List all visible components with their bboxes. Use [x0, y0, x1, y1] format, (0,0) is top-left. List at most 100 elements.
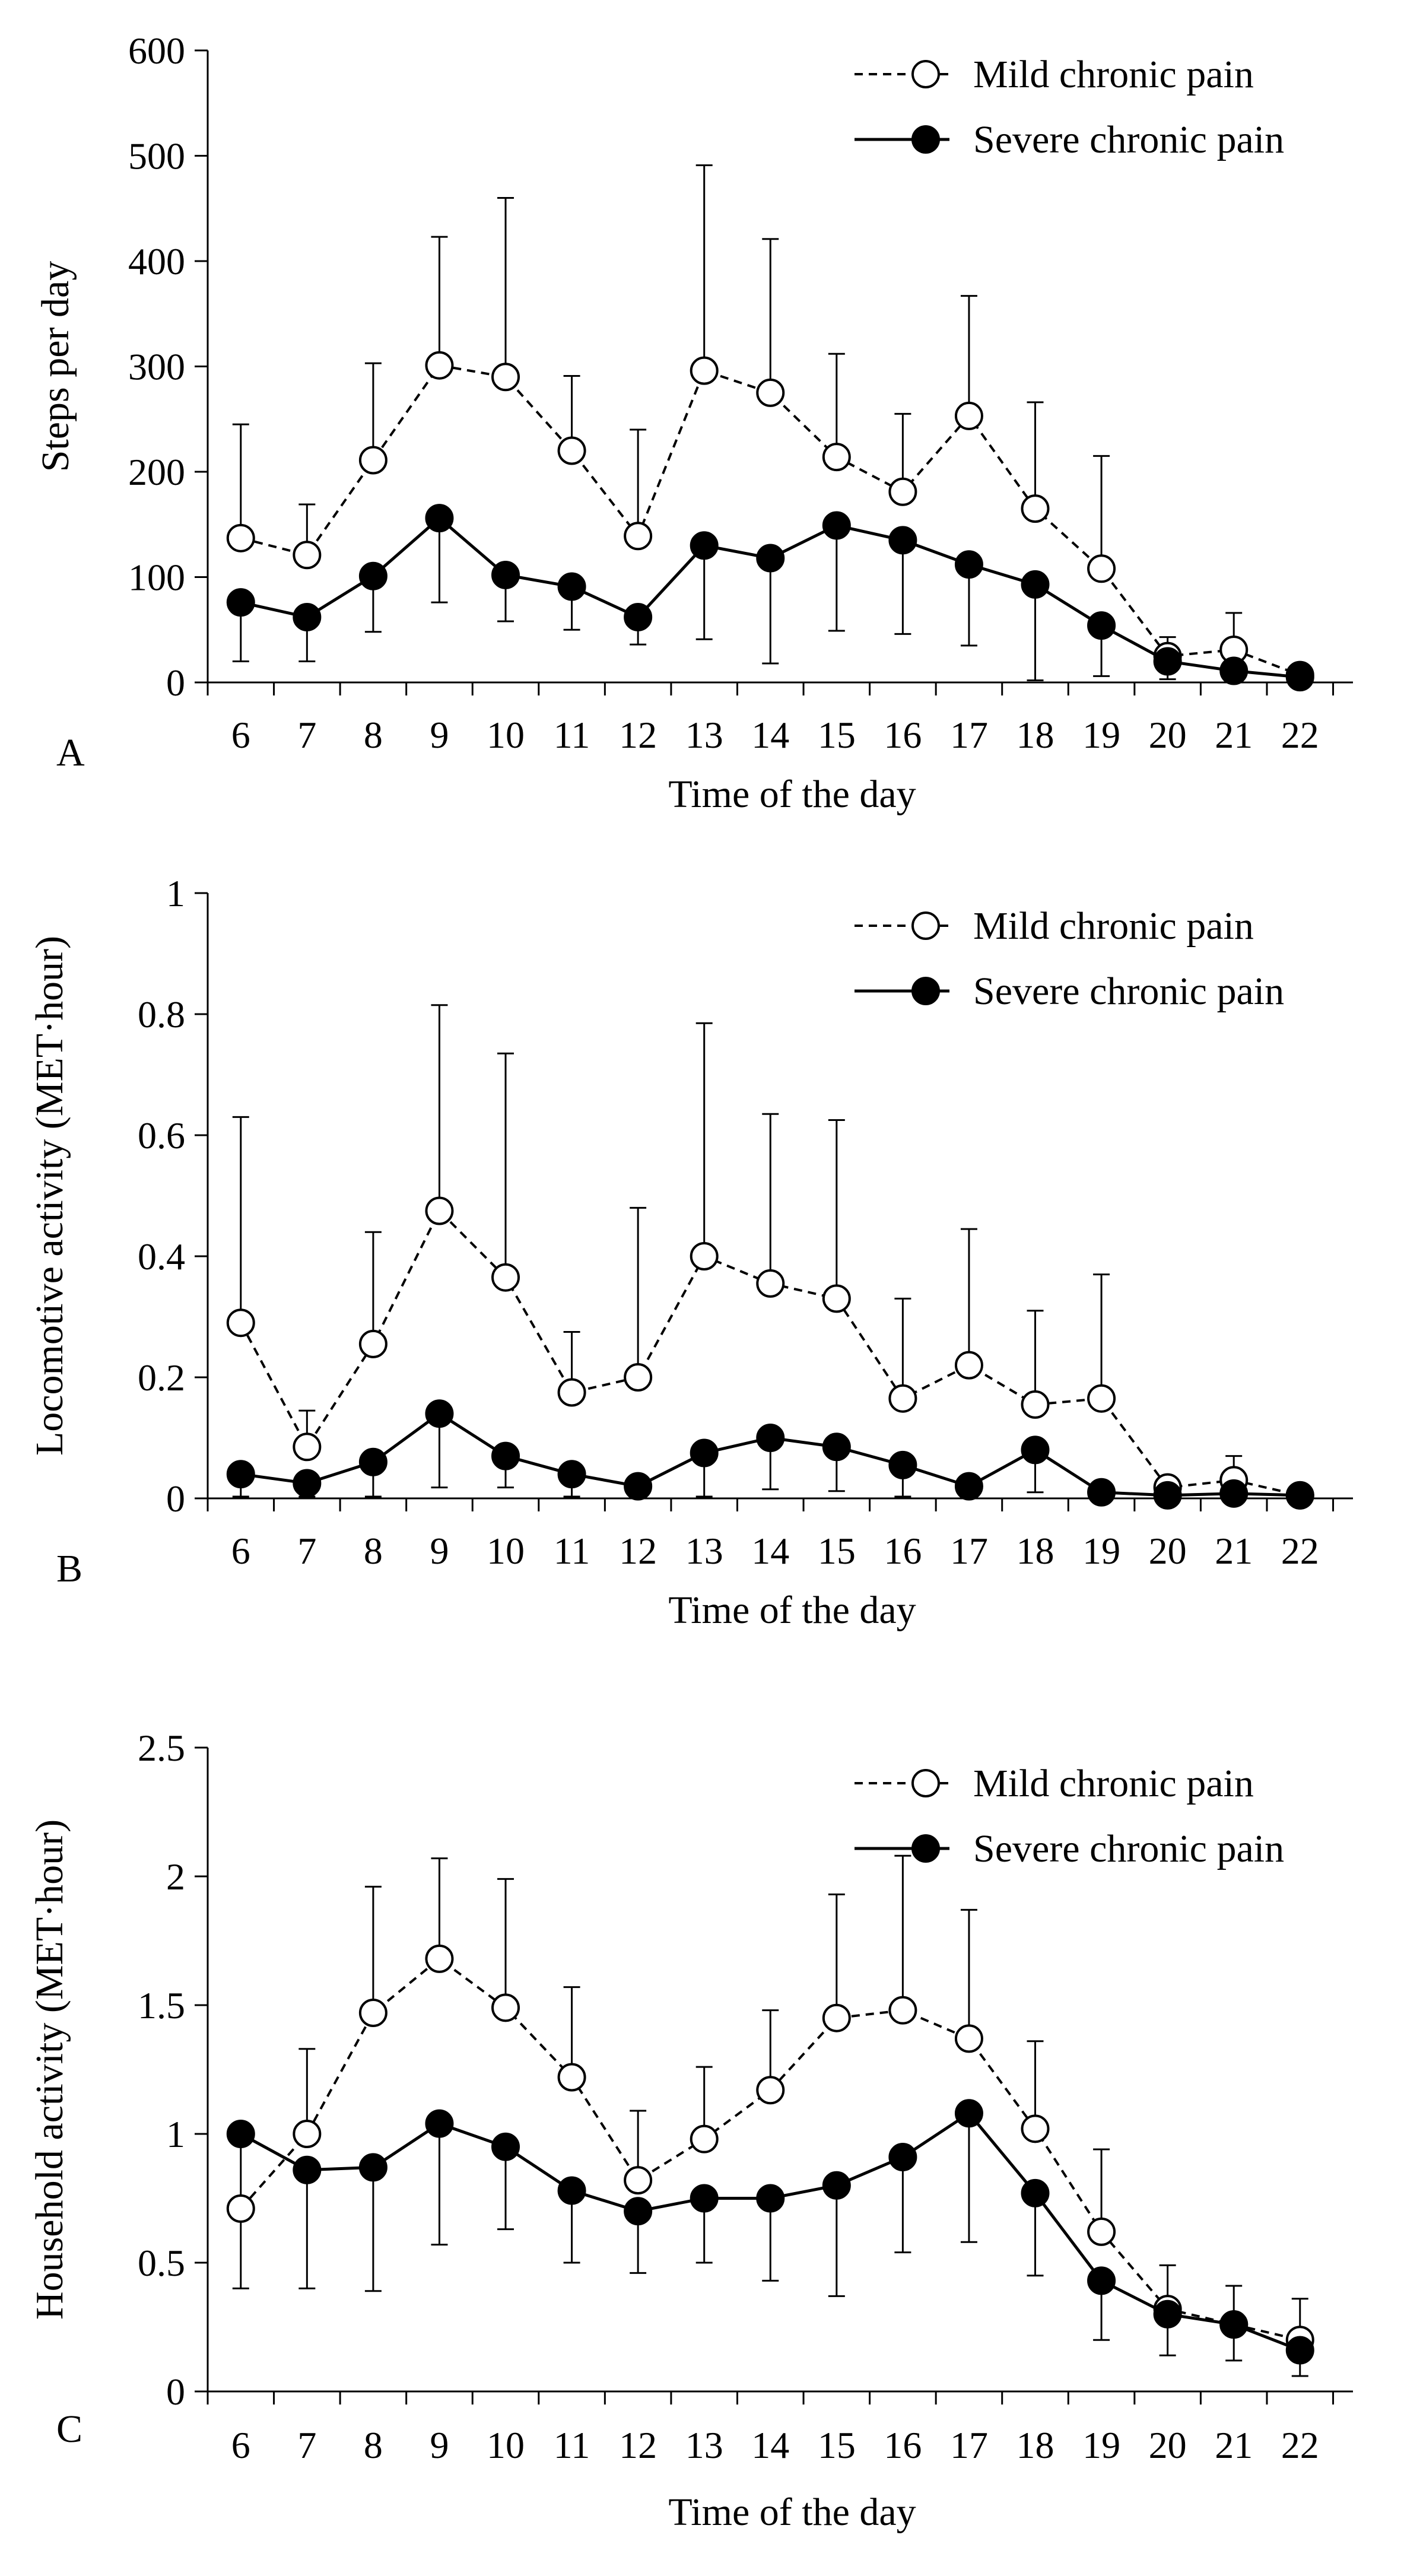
data-point-severe [1153, 647, 1182, 676]
y-tick-label: 1.5 [138, 1984, 185, 2027]
y-tick-label: 1 [166, 872, 185, 914]
data-point-severe [954, 2099, 983, 2128]
x-tick-label: 17 [950, 2424, 988, 2466]
data-point-mild [358, 446, 387, 475]
data-point-severe [1021, 1435, 1050, 1465]
data-point-severe [293, 1469, 322, 1498]
data-point-severe [358, 1447, 387, 1476]
x-tick-label: 12 [619, 2424, 657, 2466]
y-axis-title: Household activity (MET·hour) [28, 1819, 71, 2320]
x-tick-label: 20 [1149, 2424, 1187, 2466]
x-tick-label: 15 [818, 714, 856, 756]
data-point-severe [358, 561, 387, 590]
x-tick-label: 10 [487, 2424, 525, 2466]
x-axis-title: Time of the day [668, 1589, 916, 1632]
x-tick-label: 18 [1017, 1530, 1054, 1572]
legend-marker [911, 60, 940, 88]
data-point-mild [1087, 554, 1116, 583]
data-point-severe [888, 2143, 917, 2172]
data-point-severe [1219, 2310, 1249, 2339]
x-tick-label: 18 [1017, 714, 1054, 756]
y-axis-title: Locomotive activity (MET·hour) [28, 936, 71, 1456]
x-tick-label: 15 [818, 1530, 856, 1572]
data-point-severe [1153, 1481, 1182, 1510]
data-point-mild [358, 1999, 387, 2028]
y-tick-label: 500 [128, 135, 185, 177]
x-tick-label: 16 [884, 1530, 922, 1572]
x-tick-label: 8 [364, 2424, 383, 2466]
x-axis-title: Time of the day [668, 773, 916, 816]
y-tick-label: 0.8 [138, 993, 185, 1036]
x-tick-label: 12 [619, 1530, 657, 1572]
x-tick-label: 16 [884, 2424, 922, 2466]
data-point-severe [624, 2197, 653, 2226]
x-tick-label: 9 [430, 2424, 449, 2466]
data-point-mild [954, 2024, 983, 2053]
panel-b: 00.20.40.60.816 7 8 9 10 11 12 13 14 15 16 17 18 19 20… [28, 872, 1353, 1632]
data-point-severe [1087, 611, 1116, 640]
x-tick-label: 11 [554, 714, 590, 756]
y-tick-label: 100 [128, 557, 185, 599]
data-point-severe [888, 526, 917, 555]
data-point-mild [1087, 2217, 1116, 2246]
legend-label: Mild chronic pain [973, 1762, 1254, 1805]
data-point-severe [1087, 2266, 1116, 2295]
x-tick-label: 16 [884, 714, 922, 756]
x-tick-label: 13 [685, 1530, 723, 1572]
x-tick-label: 6 [231, 1530, 250, 1572]
legend-label: Mild chronic pain [973, 904, 1254, 948]
data-point-severe [425, 2109, 454, 2138]
x-tick-label: 11 [554, 2424, 590, 2466]
data-point-mild [293, 1432, 322, 1462]
data-point-severe [690, 1438, 719, 1468]
data-point-mild [557, 436, 586, 465]
x-tick-label: 8 [364, 714, 383, 756]
data-point-mild [822, 2003, 851, 2032]
data-point-mild [293, 2120, 322, 2148]
legend-label: Severe chronic pain [973, 970, 1284, 1013]
x-tick-label: 22 [1281, 1530, 1319, 1572]
legend-label: Mild chronic pain [973, 53, 1254, 96]
x-tick-label: 14 [751, 2424, 789, 2466]
data-point-mild [491, 363, 520, 392]
x-tick-label: 12 [619, 714, 657, 756]
x-tick-label: 15 [818, 2424, 856, 2466]
legend-marker [911, 125, 940, 154]
data-point-mild [690, 356, 719, 385]
legend-label: Severe chronic pain [973, 1827, 1284, 1870]
data-point-mild [888, 477, 917, 506]
data-point-mild [425, 351, 454, 380]
data-point-mild [557, 1378, 586, 1407]
legend-marker [911, 977, 940, 1005]
data-point-mild [888, 1996, 917, 2025]
y-tick-label: 0 [166, 2371, 185, 2413]
data-point-mild [690, 2124, 719, 2153]
data-point-mild [822, 443, 851, 472]
data-point-severe [822, 2171, 851, 2200]
x-tick-label: 14 [751, 714, 789, 756]
data-point-severe [425, 1399, 454, 1428]
data-point-mild [358, 1329, 387, 1358]
y-tick-label: 600 [128, 30, 185, 72]
data-point-severe [358, 2153, 387, 2182]
data-point-severe [557, 2176, 586, 2205]
data-point-severe [888, 1450, 917, 1479]
data-point-mild [226, 2194, 255, 2223]
x-tick-label: 6 [231, 2424, 250, 2466]
data-point-mild [293, 541, 322, 570]
x-tick-label: 14 [751, 1530, 789, 1572]
x-tick-label: 17 [950, 714, 988, 756]
x-tick-label: 17 [950, 1530, 988, 1572]
x-tick-label: 22 [1281, 2424, 1319, 2466]
data-point-severe [1285, 1481, 1314, 1510]
y-tick-label: 300 [128, 346, 185, 388]
data-point-severe [822, 511, 851, 540]
series-line-mild [240, 364, 1301, 676]
x-tick-label: 22 [1281, 714, 1319, 756]
data-point-mild [226, 1308, 255, 1338]
panel-label: C [56, 2407, 82, 2451]
x-tick-label: 9 [430, 714, 449, 756]
data-point-severe [822, 1432, 851, 1462]
